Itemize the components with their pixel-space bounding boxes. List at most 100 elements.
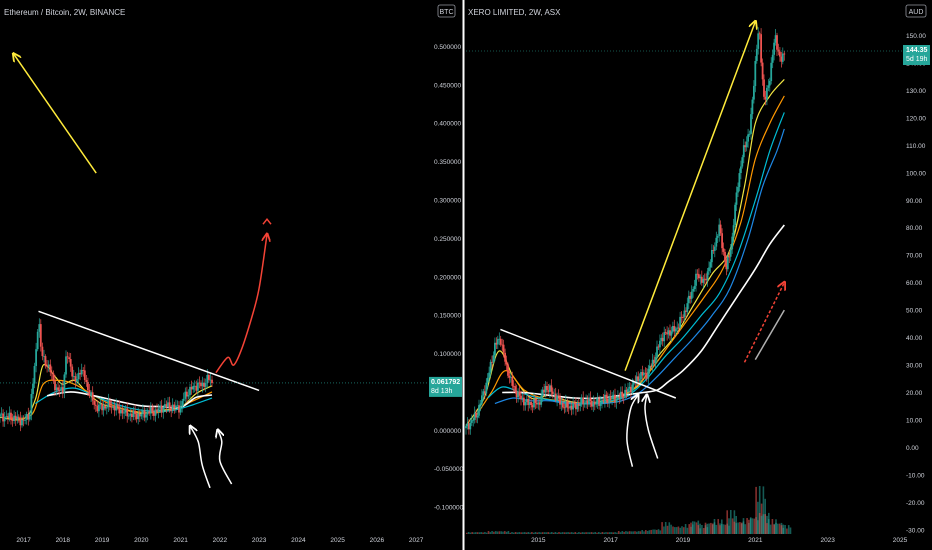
candle-body: [187, 395, 190, 397]
volume-bar: [581, 532, 584, 534]
yellow-arrow[interactable]: [14, 54, 97, 174]
volume-bar: [556, 532, 558, 534]
volume-bar: [500, 531, 502, 534]
eth-btc-price-axis[interactable]: 0.500000 0.450000 0.400000 0.350000 0.300000…: [434, 44, 464, 512]
candle-body: [181, 400, 184, 407]
volume-bar: [471, 532, 473, 534]
candle-body: [140, 414, 143, 417]
volume-bar: [545, 532, 548, 534]
candle-body: [761, 62, 764, 80]
eth-btc-plot-area[interactable]: [0, 54, 428, 489]
candle-body: [7, 416, 9, 418]
volume-bar: [713, 519, 716, 534]
volume-bar: [623, 531, 625, 534]
white-hand-drawn-arrow[interactable]: [626, 395, 638, 467]
volume-bar: [735, 523, 737, 534]
volume-bar: [645, 530, 647, 534]
candle-body: [54, 381, 56, 391]
volume-bar: [733, 521, 736, 534]
candle-body: [653, 359, 655, 364]
white-hand-drawn-arrow[interactable]: [218, 430, 233, 485]
candle-body: [107, 400, 110, 408]
time-axis-tick-label: 2017: [603, 537, 618, 544]
candle-body: [165, 404, 168, 407]
trendline[interactable]: [38, 310, 260, 392]
candle-body: [632, 381, 635, 385]
volume-bar: [699, 528, 701, 534]
eth-btc-chart-panel[interactable]: Ethereum / Bitcoin, 2W, BINANCE 0.500000…: [0, 4, 464, 544]
time-axis-tick-label: 2027: [409, 537, 424, 544]
price-axis-tick-label: 0.250000: [434, 236, 461, 243]
xero-chart-panel[interactable]: XERO LIMITED, 2W, ASX 150.00140.00130.00…: [465, 4, 930, 544]
volume-bar: [744, 524, 747, 534]
eth-btc-time-axis[interactable]: 2017 2018 2019 2020 2021 2022 2023 2024 2025 2026…: [16, 537, 423, 544]
candle-body: [643, 372, 645, 376]
eth-btc-currency-badge[interactable]: BTC: [437, 4, 456, 18]
price-axis-tick-label: 0.200000: [434, 274, 461, 281]
price-axis-tick-label: 0.450000: [434, 82, 461, 89]
candle-body: [763, 79, 765, 97]
candle-body: [718, 224, 721, 236]
volume-bar: [641, 530, 643, 534]
candle-body: [656, 346, 658, 358]
candle-body: [612, 394, 615, 397]
candle-body: [708, 267, 710, 272]
volume-bar: [675, 527, 678, 534]
candle-body: [36, 331, 39, 350]
volume-bar: [722, 524, 725, 534]
xero-time-axis[interactable]: 2015 2017 2019 2021 2023 2025: [531, 537, 908, 544]
candle-body: [44, 356, 47, 367]
xero-currency-badge[interactable]: AUD: [905, 4, 927, 18]
price-axis-tick-label: -30.00: [906, 527, 925, 534]
candle-body: [779, 51, 781, 57]
red-arrow[interactable]: [215, 235, 267, 374]
candle-body: [767, 85, 770, 88]
projection-line[interactable]: [754, 309, 785, 360]
candle-body: [171, 404, 174, 411]
volume-bar: [547, 532, 549, 534]
eth-btc-currency-label: BTC: [440, 9, 454, 16]
candle-body: [200, 382, 202, 387]
candle-body: [127, 415, 130, 417]
eth-btc-last-price: 0.061792: [431, 379, 460, 386]
candle-body: [654, 357, 657, 364]
candle-body: [537, 402, 540, 405]
time-axis-tick-label: 2018: [56, 537, 71, 544]
xero-plot-area[interactable]: [465, 22, 904, 534]
candle-body: [192, 386, 195, 390]
candle-body: [157, 408, 160, 412]
trendline[interactable]: [500, 328, 677, 399]
candle-body: [24, 419, 26, 421]
white-hand-drawn-arrow[interactable]: [190, 427, 211, 489]
yellow-arrow[interactable]: [624, 22, 755, 371]
candle-body: [622, 396, 625, 398]
price-axis-tick-label: 0.100000: [434, 351, 461, 358]
white-hand-drawn-arrow[interactable]: [645, 395, 659, 459]
candle-body: [664, 332, 667, 333]
price-axis-tick-label: 90.00: [906, 198, 923, 205]
candle-body: [670, 331, 673, 336]
time-axis-tick-label: 2015: [531, 537, 546, 544]
volume-bar: [605, 532, 607, 534]
candle-body: [685, 310, 687, 312]
candle-body: [573, 402, 576, 404]
volume-bar: [668, 522, 671, 534]
volume-bar: [574, 532, 577, 534]
xero-last-price-badge: 144.35 5d 19h: [903, 45, 930, 65]
time-axis-tick-label: 2021: [748, 537, 763, 544]
candle-body: [582, 397, 585, 405]
candle-body: [85, 380, 88, 382]
candle-body: [116, 404, 119, 407]
candle-body: [619, 391, 622, 398]
volume-bar: [674, 527, 676, 534]
candle-body: [556, 395, 558, 401]
candle-body: [781, 53, 784, 62]
candle-body: [90, 392, 92, 396]
price-axis-tick-label: 130.00: [906, 88, 926, 95]
candle-body: [700, 276, 703, 283]
volume-bar: [693, 521, 696, 534]
candle-body: [638, 379, 641, 381]
price-axis-tick-label: -10.00: [906, 472, 925, 479]
candle-body: [648, 365, 651, 369]
